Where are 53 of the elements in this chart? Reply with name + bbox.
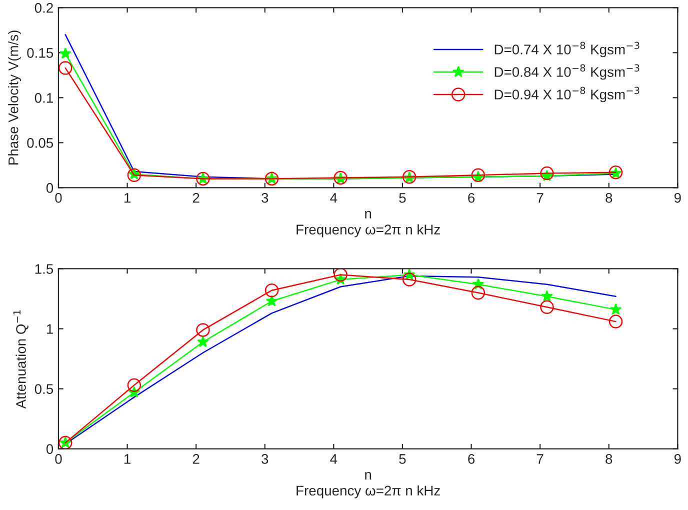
x-tick-label: 3 <box>262 454 268 464</box>
x-tick-label: 7 <box>536 193 544 203</box>
y-axis-title: Attenuation Q$^{−1}$ <box>13 310 28 409</box>
point <box>608 314 623 328</box>
y-tick-label: 0.5 <box>34 384 54 394</box>
point <box>610 303 622 315</box>
point <box>266 294 278 306</box>
x-tick-label: 1 <box>124 193 130 203</box>
point <box>541 290 553 302</box>
x-tick-label: 9 <box>674 192 681 203</box>
y-axis-title: Phase Velocity V(m/s) <box>8 30 22 164</box>
y-tick-label: 0.15 <box>27 48 54 58</box>
point <box>196 323 210 337</box>
x-tick-label: 3 <box>262 192 268 203</box>
x-tick-label: 5 <box>399 193 406 203</box>
y-tick-label: 0 <box>46 444 54 454</box>
x-tick-label: 0 <box>55 192 62 203</box>
x-tick-label: 9 <box>674 454 681 464</box>
point <box>127 378 142 392</box>
y-tick-label: 0 <box>46 183 54 193</box>
x-tick-label: 6 <box>468 192 475 203</box>
y-tick-label: 0.05 <box>27 138 54 148</box>
x-tick-label: 2 <box>192 192 200 203</box>
x-tick-label: 6 <box>468 454 475 464</box>
point <box>58 61 72 75</box>
legend-label: D=0.94 X 10$^{−8}$ Kgsm$^{−3}$ <box>494 86 640 102</box>
y-tick-label: 1.5 <box>35 264 54 274</box>
point <box>540 166 554 180</box>
point <box>197 336 209 348</box>
x-tick-label: 7 <box>536 454 544 464</box>
x-axis-title: n Frequency ω=2π n kHz <box>296 472 440 498</box>
x-tick-label: 0 <box>55 454 62 464</box>
x-tick-label: 8 <box>606 192 612 203</box>
point <box>471 286 486 300</box>
x-tick-label: 2 <box>192 454 200 464</box>
x-axis-title: n Frequency ω=2π n kHz <box>296 210 440 238</box>
y-tick-label: 0.1 <box>34 93 53 103</box>
point <box>540 300 554 314</box>
point <box>127 168 142 182</box>
legend-label: D=0.74 X 10$^{−8}$ Kgsm$^{−3}$ <box>494 42 640 58</box>
x-tick-label: 4 <box>330 454 338 464</box>
point <box>471 168 486 182</box>
y-tick-label: 0.2 <box>34 2 53 13</box>
point <box>402 272 416 286</box>
point <box>264 283 279 298</box>
x-tick-label: 4 <box>330 193 338 203</box>
legend-label: D=0.84 X 10$^{−8}$ Kgsm$^{−3}$ <box>494 64 640 80</box>
y-tick-label: 1 <box>46 324 53 334</box>
x-tick-label: 8 <box>606 454 612 464</box>
point <box>334 268 348 282</box>
point <box>59 47 72 59</box>
x-tick-label: 5 <box>399 454 406 464</box>
x-tick-label: 1 <box>124 454 130 464</box>
